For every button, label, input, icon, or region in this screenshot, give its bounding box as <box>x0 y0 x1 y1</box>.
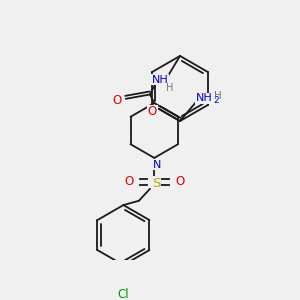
Text: O: O <box>113 94 122 107</box>
Text: H: H <box>214 91 222 101</box>
Text: NH: NH <box>152 75 169 85</box>
Text: H: H <box>166 83 173 94</box>
Text: O: O <box>176 176 184 188</box>
Text: O: O <box>124 176 133 188</box>
Text: Cl: Cl <box>118 288 129 300</box>
Text: 2: 2 <box>213 97 219 106</box>
Text: O: O <box>148 105 157 118</box>
Text: S: S <box>152 177 160 190</box>
Text: NH: NH <box>196 93 212 103</box>
Text: N: N <box>153 160 161 170</box>
